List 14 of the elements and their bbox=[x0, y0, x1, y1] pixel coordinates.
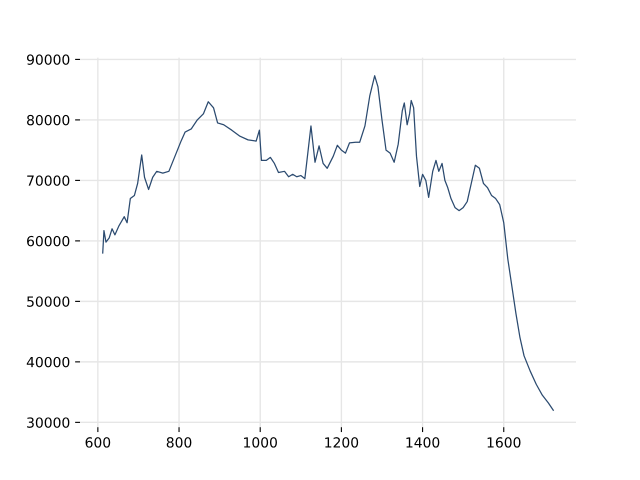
y-tick-label: 40000 bbox=[26, 356, 70, 368]
x-tick-label: 1000 bbox=[244, 437, 277, 448]
y-tick-label: 60000 bbox=[27, 236, 70, 246]
x-tick-label: 1400 bbox=[406, 437, 440, 448]
x-tick-label: 1600 bbox=[488, 437, 520, 448]
y-tick-label: 90000 bbox=[26, 54, 70, 65]
x-tick-label: 800 bbox=[166, 437, 192, 448]
x-tick-label: 600 bbox=[86, 437, 110, 448]
line-series bbox=[102, 75, 554, 411]
y-tick-label: 50000 bbox=[27, 296, 70, 307]
x-tick-label: 1200 bbox=[325, 437, 358, 448]
y-tick-label: 30000 bbox=[27, 417, 70, 428]
y-tick-label: 70000 bbox=[27, 175, 70, 186]
y-tick-label: 80000 bbox=[27, 114, 70, 126]
